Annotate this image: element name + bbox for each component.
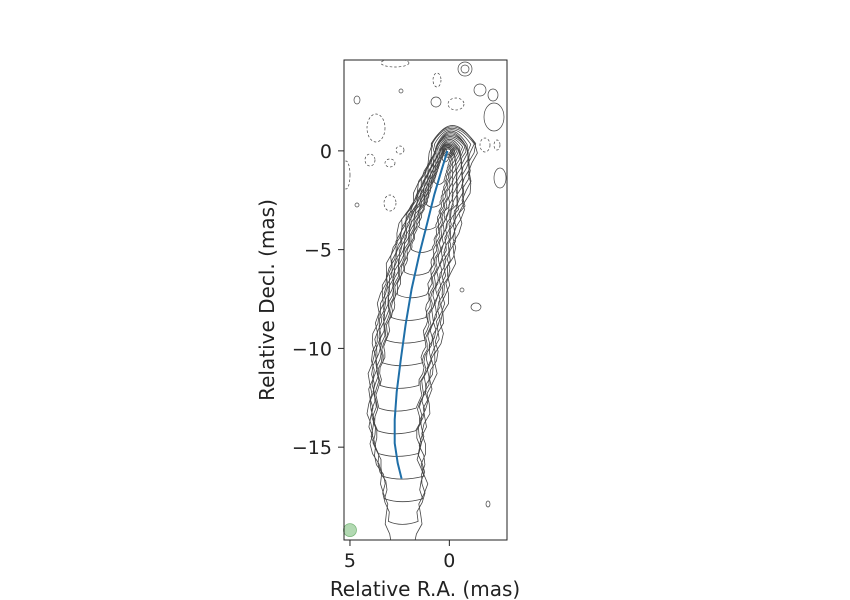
negative-contour — [395, 145, 405, 155]
contour-level — [371, 129, 472, 480]
contour-level — [375, 133, 469, 412]
contour-level — [372, 130, 470, 457]
x-tick-label: 5 — [344, 550, 356, 572]
x-tick-label: 0 — [443, 550, 455, 572]
negative-contour — [364, 153, 376, 167]
y-tick-label: −5 — [304, 240, 332, 262]
negative-contour — [383, 194, 397, 212]
noise-contour — [398, 88, 404, 94]
negative-contour — [432, 72, 442, 88]
negative-contour — [366, 113, 386, 143]
negative-contour — [384, 158, 396, 168]
contour-map — [366, 125, 478, 540]
negative-contour — [380, 60, 410, 68]
noise-contour — [354, 202, 360, 208]
beam-ellipse — [343, 523, 357, 538]
noise-contour — [470, 302, 482, 312]
noise-contour — [460, 64, 470, 74]
contour-level — [373, 132, 469, 435]
contour-level — [369, 128, 475, 503]
jet-ridge-line — [393, 150, 449, 480]
negative-contour — [493, 139, 501, 151]
noise-contour — [473, 83, 487, 97]
noise-contour — [457, 61, 473, 77]
noise-contour — [485, 500, 491, 508]
y-axis-label: Relative Decl. (mas) — [255, 199, 279, 401]
negative-contour — [447, 97, 465, 111]
contour-level — [366, 125, 478, 540]
x-axis-label: Relative R.A. (mas) — [330, 577, 520, 600]
y-axis-ticks: 0 −5 −10 −15 — [292, 141, 344, 459]
core-contour — [443, 145, 454, 157]
core-contour — [441, 143, 455, 158]
y-tick-label: −15 — [292, 437, 332, 459]
noise-contour — [493, 167, 507, 189]
noise-contour — [353, 95, 361, 105]
noise-contour — [487, 88, 499, 102]
contour-level — [391, 138, 461, 321]
negative-contour — [479, 137, 491, 153]
y-tick-label: −10 — [292, 338, 332, 360]
contour-level — [410, 143, 458, 253]
plot-frame — [343, 59, 508, 541]
y-tick-label: 0 — [320, 141, 332, 163]
noise-contour — [459, 287, 465, 293]
noise-contour — [483, 102, 505, 132]
noise-contour — [430, 96, 442, 108]
noise-contours — [344, 60, 507, 508]
contour-level — [417, 144, 456, 231]
contour-level — [425, 145, 455, 208]
negative-contour — [344, 160, 351, 190]
core-contour — [445, 148, 451, 154]
contour-level — [396, 140, 460, 299]
core-contour — [444, 146, 453, 155]
contour-level — [385, 137, 464, 344]
